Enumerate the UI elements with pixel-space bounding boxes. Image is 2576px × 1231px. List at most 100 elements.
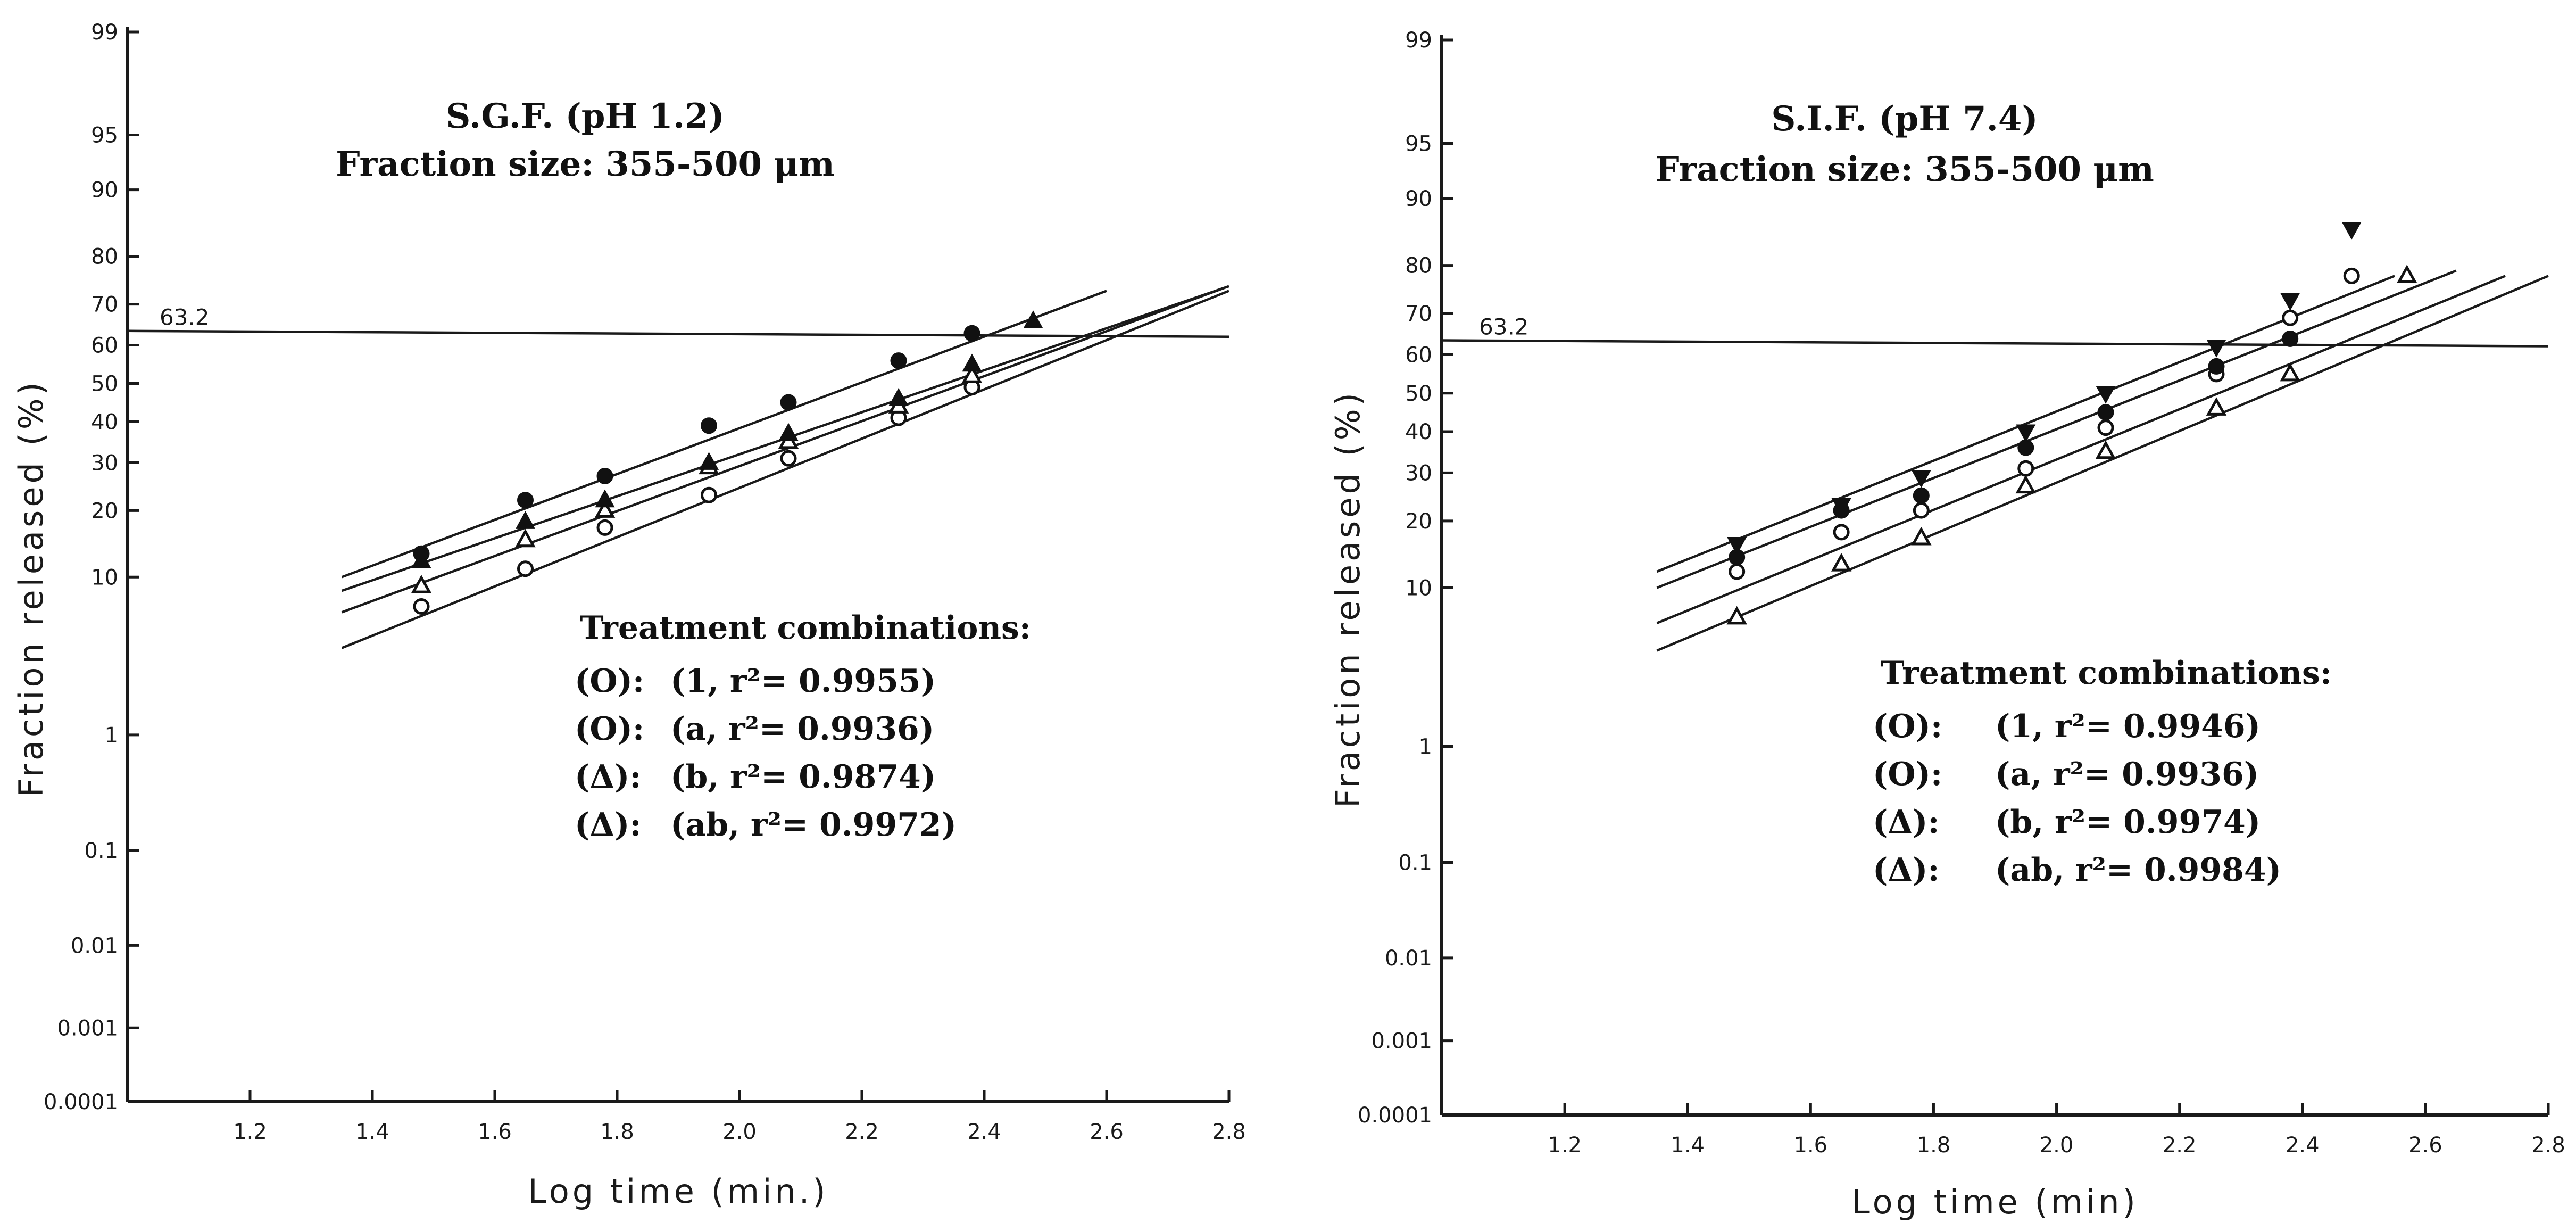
series-1 <box>413 379 980 615</box>
data-point <box>1727 536 1747 555</box>
y-tick-label: 0.001 <box>57 1016 118 1040</box>
data-point <box>1913 487 1930 504</box>
y-tick-label: 10 <box>1405 576 1432 600</box>
x-tick-label: 2.2 <box>845 1120 879 1144</box>
data-point <box>1833 524 1850 541</box>
fit-line-2 <box>341 285 1229 614</box>
data-point <box>2282 309 2299 326</box>
y-tick-label: 95 <box>91 123 118 147</box>
data-point <box>701 417 717 434</box>
x-tick-label: 2.0 <box>722 1120 757 1144</box>
y-tick-label: 70 <box>91 293 118 317</box>
y-tick-label: 20 <box>1405 509 1432 534</box>
y-tick-label: 50 <box>91 371 118 396</box>
y-tick-label: 0.1 <box>1398 850 1432 875</box>
data-point <box>780 394 797 411</box>
legend-symbol: (O): <box>1873 708 1942 745</box>
fit-line-4 <box>341 290 1107 579</box>
chart-sgf: 1.2 1.4 1.6 1.8 2.0 2.2 2.4 2.6 2.8 0.0001 0.001 0.… <box>12 20 1246 1211</box>
legend-symbol: (Δ): <box>575 806 641 844</box>
data-point <box>596 519 613 536</box>
y-axis-title: Fraction released (%) <box>12 379 51 797</box>
data-point <box>517 560 534 577</box>
data-point <box>2097 419 2114 436</box>
series-2 <box>1729 267 2360 580</box>
legend-symbol: (Δ): <box>1873 804 1939 841</box>
fit-line-4 <box>1656 275 2395 573</box>
data-point <box>2206 397 2227 416</box>
data-point <box>595 489 615 508</box>
x-tick-label: 2.8 <box>1212 1120 1246 1144</box>
data-point <box>2016 424 2036 443</box>
x-tick-label: 1.4 <box>1671 1133 1705 1158</box>
legend-entry: (b, r²= 0.9974) <box>1995 804 2261 841</box>
x-tick-label: 1.6 <box>1794 1133 1828 1158</box>
data-point <box>515 511 536 529</box>
legend-symbol: (Δ): <box>1873 852 1939 889</box>
data-point <box>2343 267 2360 284</box>
y-tick-label: 60 <box>1405 343 1432 367</box>
y-tick-label: 90 <box>1405 187 1432 211</box>
data-point <box>2015 475 2037 494</box>
y-tick-label: 1 <box>1419 735 1432 759</box>
data-point <box>2208 358 2225 375</box>
data-point <box>963 325 980 342</box>
y-tick-label: 60 <box>91 334 118 358</box>
y-tick-label: 30 <box>91 451 118 475</box>
reference-line <box>1441 339 2549 348</box>
data-point <box>413 545 430 562</box>
data-point <box>1729 563 1746 580</box>
legend-symbol: (O): <box>575 710 644 748</box>
reference-line-label: 63.2 <box>160 304 210 331</box>
data-point <box>517 492 534 509</box>
series-3 <box>1729 330 2299 566</box>
data-point <box>888 387 909 406</box>
x-axis-title: Log time (min.) <box>528 1172 828 1211</box>
chart-subtitle: Fraction size: 355-500 μm <box>1655 150 2154 189</box>
x-tick-label: 2.0 <box>2040 1133 2074 1158</box>
legend-entry: (a, r²= 0.9936) <box>1995 756 2259 793</box>
y-tick-label: 90 <box>91 178 118 203</box>
fit-line-1 <box>341 290 1229 649</box>
legend-symbol: (O): <box>1873 756 1942 793</box>
y-tick-label: 95 <box>1405 131 1432 156</box>
x-tick-label: 1.6 <box>478 1120 512 1144</box>
data-point <box>1913 502 1930 519</box>
data-point <box>2396 265 2417 283</box>
chart-title: S.G.F. (pH 1.2) <box>446 96 725 136</box>
y-tick-label: 80 <box>1405 254 1432 278</box>
y-tick-label: 0.001 <box>1371 1029 1432 1054</box>
fit-line-2 <box>1656 275 2506 624</box>
data-point <box>961 365 983 383</box>
fit-line-1 <box>1656 275 2549 652</box>
legend-symbol: (Δ): <box>575 758 641 796</box>
x-tick-label: 1.8 <box>1917 1133 1951 1158</box>
chart-subtitle: Fraction size: 355-500 μm <box>336 144 835 184</box>
data-point <box>1023 310 1043 328</box>
x-tick-label: 2.6 <box>2408 1133 2442 1158</box>
data-point <box>413 598 430 615</box>
data-point <box>2280 293 2300 311</box>
data-point <box>594 499 616 518</box>
reference-line-label: 63.2 <box>1479 314 1529 340</box>
legend-entry: (1, r²= 0.9955) <box>670 663 936 700</box>
y-tick-label: 30 <box>1405 461 1432 485</box>
y-tick-label: 0.01 <box>71 933 118 958</box>
y-tick-label: 0.0001 <box>44 1090 118 1114</box>
data-point <box>2280 362 2300 382</box>
x-tick-label: 2.6 <box>1090 1120 1124 1144</box>
x-axis-title: Log time (min) <box>1851 1183 2139 1221</box>
data-point <box>2341 222 2362 240</box>
x-tick-label: 1.2 <box>233 1120 267 1144</box>
y-tick-label: 0.01 <box>1385 946 1432 971</box>
y-tick-label: 40 <box>91 410 118 434</box>
y-tick-label: 50 <box>1405 382 1432 406</box>
data-point <box>1911 526 1932 546</box>
fit-line-3 <box>1656 269 2457 589</box>
y-tick-label: 70 <box>1405 302 1432 326</box>
x-tick-label: 2.8 <box>2531 1133 2565 1158</box>
data-point <box>411 574 432 593</box>
chart-title: S.I.F. (pH 7.4) <box>1771 99 2038 139</box>
